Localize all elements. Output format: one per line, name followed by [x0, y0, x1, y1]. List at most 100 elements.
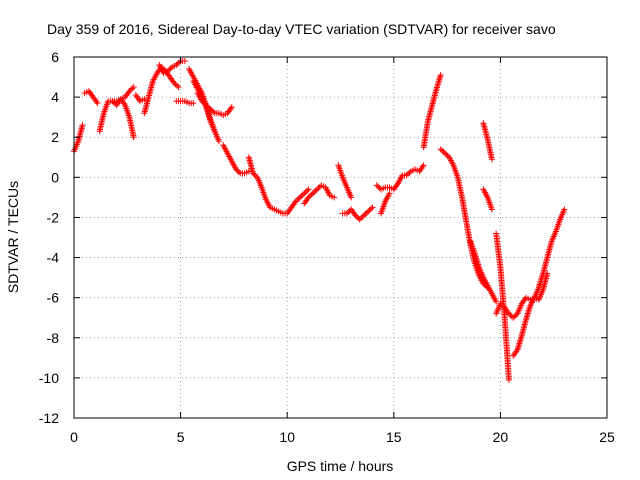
y-axis-title: SDTVAR / TECUs [5, 181, 21, 293]
data-point [304, 187, 311, 194]
chart-gridlines [74, 57, 607, 418]
data-point [497, 300, 504, 307]
data-point [373, 182, 380, 189]
data-point [513, 312, 520, 319]
data-point [210, 108, 217, 115]
data-point [164, 68, 171, 75]
data-point [299, 191, 306, 198]
x-axis-title: GPS time / hours [287, 458, 394, 474]
data-point [174, 82, 181, 89]
data-point [441, 150, 448, 157]
data-point [235, 168, 242, 175]
data-point [250, 170, 257, 177]
data-point [305, 194, 312, 201]
data-point [174, 60, 181, 67]
data-point [198, 98, 205, 105]
y-tick-label: 0 [51, 169, 59, 185]
data-point [211, 128, 218, 135]
data-point [296, 194, 303, 201]
data-point [403, 172, 410, 179]
data-point [181, 58, 188, 65]
data-point [126, 88, 133, 95]
data-point [129, 85, 136, 92]
data-point [127, 86, 134, 93]
data-point [488, 206, 495, 213]
data-point [208, 107, 215, 114]
data-point [314, 186, 321, 193]
data-point [561, 206, 568, 213]
data-point [251, 171, 258, 178]
data-point [233, 166, 240, 173]
data-point [406, 169, 413, 176]
data-point [294, 197, 301, 204]
data-point [359, 213, 366, 220]
y-tick-label: -2 [47, 209, 60, 225]
x-tick-label: 15 [386, 429, 402, 445]
data-point [368, 205, 375, 212]
data-point [200, 99, 207, 106]
y-tick-label: 6 [51, 49, 59, 65]
data-point [331, 194, 338, 201]
x-tick-label: 10 [279, 429, 295, 445]
data-point [190, 100, 197, 107]
data-point [511, 313, 518, 320]
x-tick-label: 5 [177, 429, 185, 445]
data-point [498, 302, 505, 309]
y-tick-label: 2 [51, 129, 59, 145]
data-point [167, 65, 174, 72]
data-point [369, 204, 376, 211]
data-point [312, 187, 319, 194]
data-point [166, 66, 173, 73]
data-point [356, 216, 363, 223]
data-point [302, 189, 309, 196]
data-point [252, 172, 259, 179]
data-point [343, 210, 350, 217]
data-point [363, 209, 370, 216]
y-tick-label: -8 [47, 330, 60, 346]
data-point [544, 270, 551, 277]
data-point [315, 185, 322, 192]
data-point [437, 72, 444, 79]
data-point [488, 156, 495, 163]
x-tick-label: 25 [599, 429, 615, 445]
data-point [348, 194, 355, 201]
x-tick-label: 20 [493, 429, 509, 445]
data-point [203, 102, 210, 109]
data-point [437, 146, 444, 153]
data-point [215, 138, 222, 145]
data-point [309, 190, 316, 197]
plot-area-frame [73, 56, 608, 419]
y-tick-label: 4 [51, 89, 59, 105]
data-point [175, 84, 182, 91]
y-tick-label: -4 [47, 250, 60, 266]
data-point [305, 186, 312, 193]
data-point [505, 310, 512, 317]
data-point [204, 103, 211, 110]
data-point [365, 208, 372, 215]
data-point [308, 191, 315, 198]
data-point [505, 376, 512, 383]
data-point [366, 207, 373, 214]
data-point [292, 198, 299, 205]
data-point [201, 100, 208, 107]
data-point [306, 193, 313, 200]
data-point [358, 215, 365, 222]
data-point [362, 211, 369, 218]
data-point [440, 148, 447, 155]
data-point [172, 81, 179, 88]
data-point [173, 62, 180, 69]
data-point [207, 106, 214, 113]
data-point [439, 147, 446, 154]
data-point [375, 183, 382, 190]
data-point [405, 170, 412, 177]
x-axis-ticks: 0 5 10 15 20 25 [70, 57, 615, 445]
data-point [420, 162, 427, 169]
data-point [298, 193, 305, 200]
y-tick-label: -12 [39, 410, 59, 426]
data-point [295, 195, 302, 202]
data-point [94, 100, 101, 107]
x-tick-label: 0 [70, 429, 78, 445]
data-point [79, 122, 86, 129]
data-point [386, 190, 393, 197]
